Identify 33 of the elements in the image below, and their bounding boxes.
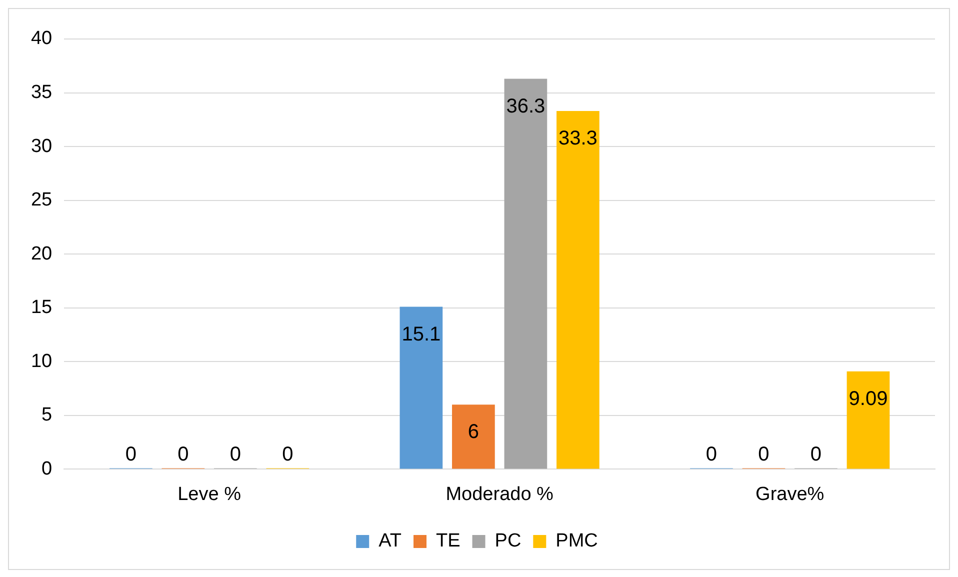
legend-label: PC	[494, 530, 522, 552]
data-label: 33.3	[558, 128, 598, 150]
legend-label: TE	[436, 530, 460, 552]
data-label: 9.09	[848, 388, 888, 410]
data-label: 0	[706, 444, 718, 466]
x-tick-label: Grave%	[756, 484, 824, 505]
y-tick-label: 5	[42, 404, 52, 426]
y-tick-label: 25	[30, 190, 52, 211]
y-tick-label: 20	[30, 243, 52, 264]
data-label: 0	[230, 444, 241, 466]
data-label: 6	[468, 421, 480, 444]
y-tick-label: 30	[30, 136, 52, 157]
legend-label: AT	[378, 530, 402, 552]
data-label: 15.1	[402, 323, 441, 346]
legend-label: PMC	[556, 530, 598, 552]
bar	[504, 78, 548, 469]
bar	[556, 111, 600, 469]
y-tick-label: 35	[30, 82, 52, 104]
data-label: 0	[178, 444, 189, 466]
y-tick-label: 15	[30, 297, 52, 318]
y-tick-label: 40	[30, 28, 52, 50]
bar	[452, 404, 495, 469]
y-tick-label: 10	[30, 350, 52, 372]
y-tick-label: 0	[42, 458, 52, 480]
data-label: 0	[810, 444, 822, 466]
bar	[400, 306, 443, 469]
data-label: 0	[125, 444, 136, 466]
x-tick-label: Moderado %	[446, 484, 554, 505]
x-tick-label: Leve %	[178, 484, 242, 505]
data-label: 0	[282, 444, 294, 466]
bar	[846, 371, 890, 469]
data-label: 0	[758, 444, 770, 466]
data-label: 36.3	[506, 95, 546, 118]
